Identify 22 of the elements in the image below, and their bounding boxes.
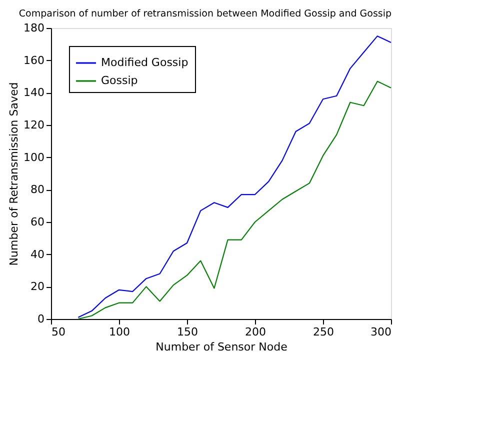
legend-label: Modified Gossip [101,56,188,69]
y-tick-label: 100 [24,150,44,164]
y-tick-label: 0 [38,312,44,326]
x-tick-label: 200 [245,326,266,338]
y-axis-title: Number of Retransmission Saved [8,82,21,266]
y-tick-label: 20 [30,280,44,294]
y-tick-label: 40 [30,248,44,261]
y-tick-label: 80 [30,183,44,196]
x-tick-label: 150 [177,326,198,338]
x-tick-label: 300 [370,326,392,338]
legend-label: Gossip [101,74,138,87]
x-tick-label: 100 [109,326,130,338]
y-tick-label: 120 [24,118,44,132]
x-tick-label: 250 [313,326,334,338]
x-axis-title: Number of Sensor Node [156,340,288,354]
x-tick-label: 50 [52,326,66,338]
y-tick-label: 60 [30,216,44,228]
y-tick-label: 160 [24,54,44,67]
chart-title: Comparison of number of retransmission between Modified Gossip and Gossip [18,8,392,20]
y-tick-label: 180 [24,22,44,34]
line-series [78,36,392,318]
y-tick-label: 140 [24,86,44,100]
